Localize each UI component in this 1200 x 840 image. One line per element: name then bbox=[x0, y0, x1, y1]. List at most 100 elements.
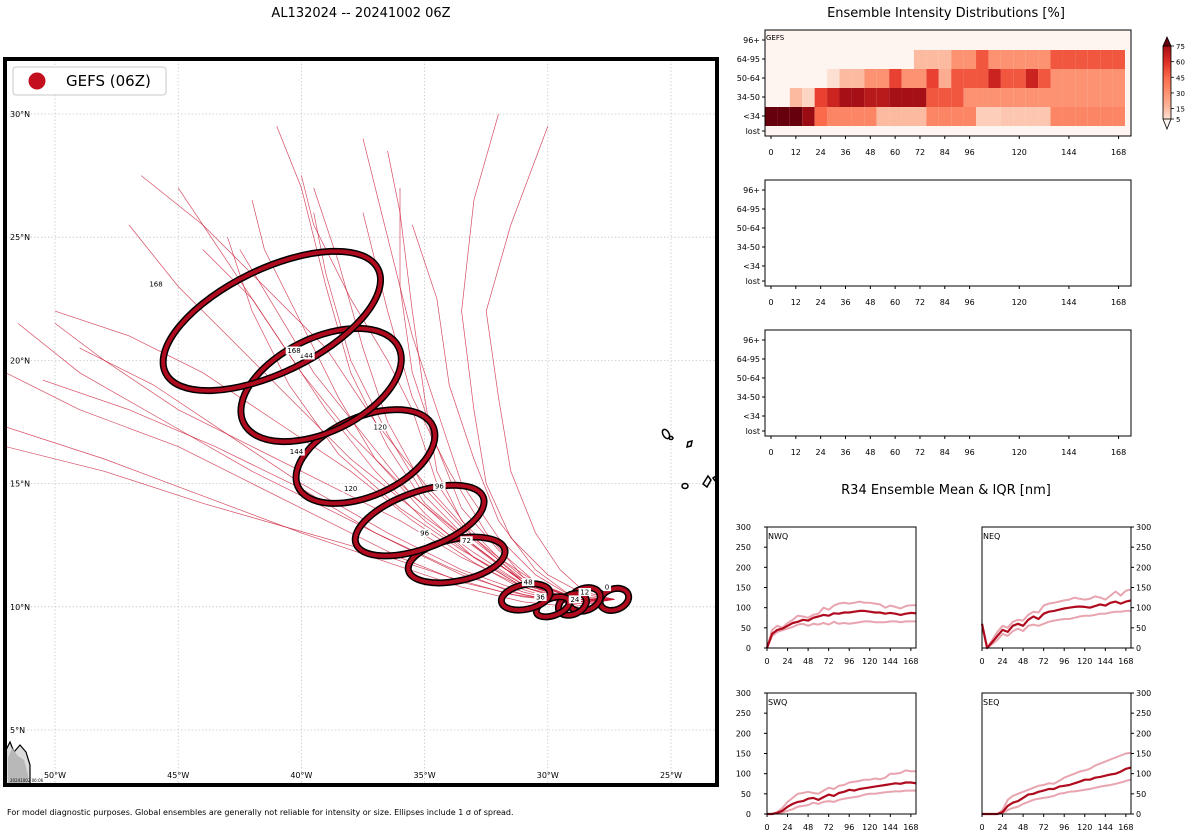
intensity-x-label: 60 bbox=[890, 448, 900, 457]
heatmap-cell bbox=[1100, 31, 1113, 50]
intensity-x-label: 168 bbox=[1111, 148, 1126, 157]
heatmap-cell bbox=[802, 50, 815, 69]
intensity-x-label: 36 bbox=[840, 298, 850, 307]
lat-tick-label: 5°N bbox=[10, 726, 25, 735]
heatmap-cell bbox=[814, 31, 828, 50]
r34-y-label: 300 bbox=[736, 689, 751, 698]
colorbar-segment bbox=[1163, 63, 1171, 66]
ellipse-hour-label: 168 bbox=[149, 281, 162, 289]
island-icon bbox=[701, 474, 712, 489]
colorbar-segment bbox=[1163, 114, 1171, 117]
intensity-x-label: 84 bbox=[940, 448, 950, 457]
lat-tick-label: 10°N bbox=[10, 603, 30, 612]
r34-x-label: 48 bbox=[803, 657, 813, 666]
heatmap-cell bbox=[988, 107, 1001, 126]
heatmap-cell bbox=[789, 88, 803, 107]
heatmap-cell bbox=[839, 31, 852, 50]
ensemble-track-line bbox=[42, 379, 615, 605]
heatmap-cell bbox=[1062, 88, 1076, 107]
r34-panel-label: NEQ bbox=[983, 532, 1000, 541]
footnote: For model diagnostic purposes. Global en… bbox=[7, 808, 514, 817]
heatmap-cell bbox=[951, 31, 964, 50]
heatmap-cell bbox=[1087, 31, 1101, 50]
colorbar-tick-label: 5 bbox=[1176, 116, 1180, 124]
r34-y-label: 300 bbox=[1136, 523, 1151, 532]
heatmap-cell bbox=[789, 69, 803, 88]
r34-y-label: 150 bbox=[1136, 584, 1151, 593]
ensemble-track-line bbox=[485, 126, 615, 600]
intensity-x-label: 168 bbox=[1111, 448, 1126, 457]
heatmap-cell bbox=[765, 31, 778, 50]
ensemble-mean-line bbox=[982, 766, 1132, 816]
heatmap-cell bbox=[988, 69, 1001, 88]
heatmap-cell bbox=[1087, 88, 1101, 107]
r34-y-label: 150 bbox=[736, 584, 751, 593]
heatmap-cell bbox=[851, 69, 865, 88]
island-icon bbox=[686, 439, 693, 449]
heatmap-cell bbox=[976, 107, 989, 126]
heatmap-cell bbox=[913, 88, 927, 107]
heatmap-cell bbox=[938, 31, 952, 50]
ellipse-label-bg bbox=[578, 588, 591, 597]
heatmap-cell bbox=[1013, 88, 1026, 107]
heatmap-cell bbox=[1050, 31, 1063, 50]
r34-y-label: 0 bbox=[1136, 644, 1141, 653]
r34-x-label: 96 bbox=[1059, 657, 1069, 666]
timestamp-stamp: 20241002 06:06 bbox=[10, 778, 44, 783]
heatmap-cell bbox=[789, 31, 803, 50]
heatmap-cell bbox=[976, 88, 989, 107]
ellipse-hour-label: 24 bbox=[570, 596, 579, 604]
heatmap-cell bbox=[765, 50, 778, 69]
r34-y-label: 300 bbox=[736, 523, 751, 532]
colorbar-segment bbox=[1163, 48, 1171, 52]
intensity-x-label: 120 bbox=[1012, 448, 1027, 457]
ensemble-track-line bbox=[54, 310, 615, 605]
colorbar-segment bbox=[1163, 106, 1171, 110]
r34-y-label: 200 bbox=[736, 729, 751, 738]
longitude-labels: 50°W 45°W 40°W 35°W 30°W 25°W bbox=[44, 771, 682, 780]
intensity-x-label: 96 bbox=[965, 448, 975, 457]
ensemble-track-line bbox=[54, 323, 615, 603]
heatmap-cell bbox=[1038, 88, 1051, 107]
r34-y-label: 150 bbox=[736, 750, 751, 759]
heatmap-cell bbox=[765, 107, 778, 126]
intensity-x-label: 144 bbox=[1061, 148, 1076, 157]
r34-x-label: 0 bbox=[764, 657, 769, 666]
r34-y-label: 200 bbox=[736, 563, 751, 572]
heatmap-cell bbox=[926, 31, 939, 50]
colorbar-segment bbox=[1163, 99, 1171, 103]
r34-x-label: 24 bbox=[997, 657, 1007, 666]
heatmap-cell bbox=[876, 69, 890, 88]
heatmap-cell bbox=[827, 31, 840, 50]
r34-y-label: 50 bbox=[1136, 624, 1146, 633]
ellipse-hour-label: 48 bbox=[524, 579, 533, 587]
heatmap-cell bbox=[1087, 50, 1101, 69]
heatmap-cell bbox=[777, 31, 790, 50]
r34-y-label: 150 bbox=[1136, 750, 1151, 759]
intensity-y-label: 96+ bbox=[743, 36, 760, 45]
heatmap-cell bbox=[864, 50, 877, 69]
colorbar-segment bbox=[1163, 89, 1171, 93]
heatmap-cell bbox=[1062, 31, 1076, 50]
heatmap-cell bbox=[1112, 50, 1125, 69]
heatmap-cell bbox=[1000, 50, 1014, 69]
colorbar-segment bbox=[1163, 97, 1171, 100]
heatmap-cell bbox=[913, 69, 927, 88]
r34-x-label: 48 bbox=[803, 823, 813, 832]
r34-title: R34 Ensemble Mean & IQR [nm] bbox=[841, 483, 1051, 498]
r34-x-label: 120 bbox=[1077, 657, 1092, 666]
r34-y-label: 200 bbox=[1136, 563, 1151, 572]
map-land bbox=[6, 428, 716, 784]
heatmap-cell bbox=[938, 50, 952, 69]
r34-panel-label: SWQ bbox=[768, 698, 787, 707]
intensity-panel-frame bbox=[764, 329, 1132, 437]
intensity-x-label: 0 bbox=[768, 298, 773, 307]
heatmap-cell bbox=[864, 88, 877, 107]
heatmap-cell bbox=[1062, 50, 1076, 69]
colorbar-segment bbox=[1163, 109, 1171, 113]
r34-y-label: 100 bbox=[1136, 770, 1151, 779]
intensity-y-label: <34 bbox=[743, 262, 760, 271]
heatmap-cell bbox=[1050, 69, 1063, 88]
lat-tick-label: 20°N bbox=[10, 356, 30, 365]
